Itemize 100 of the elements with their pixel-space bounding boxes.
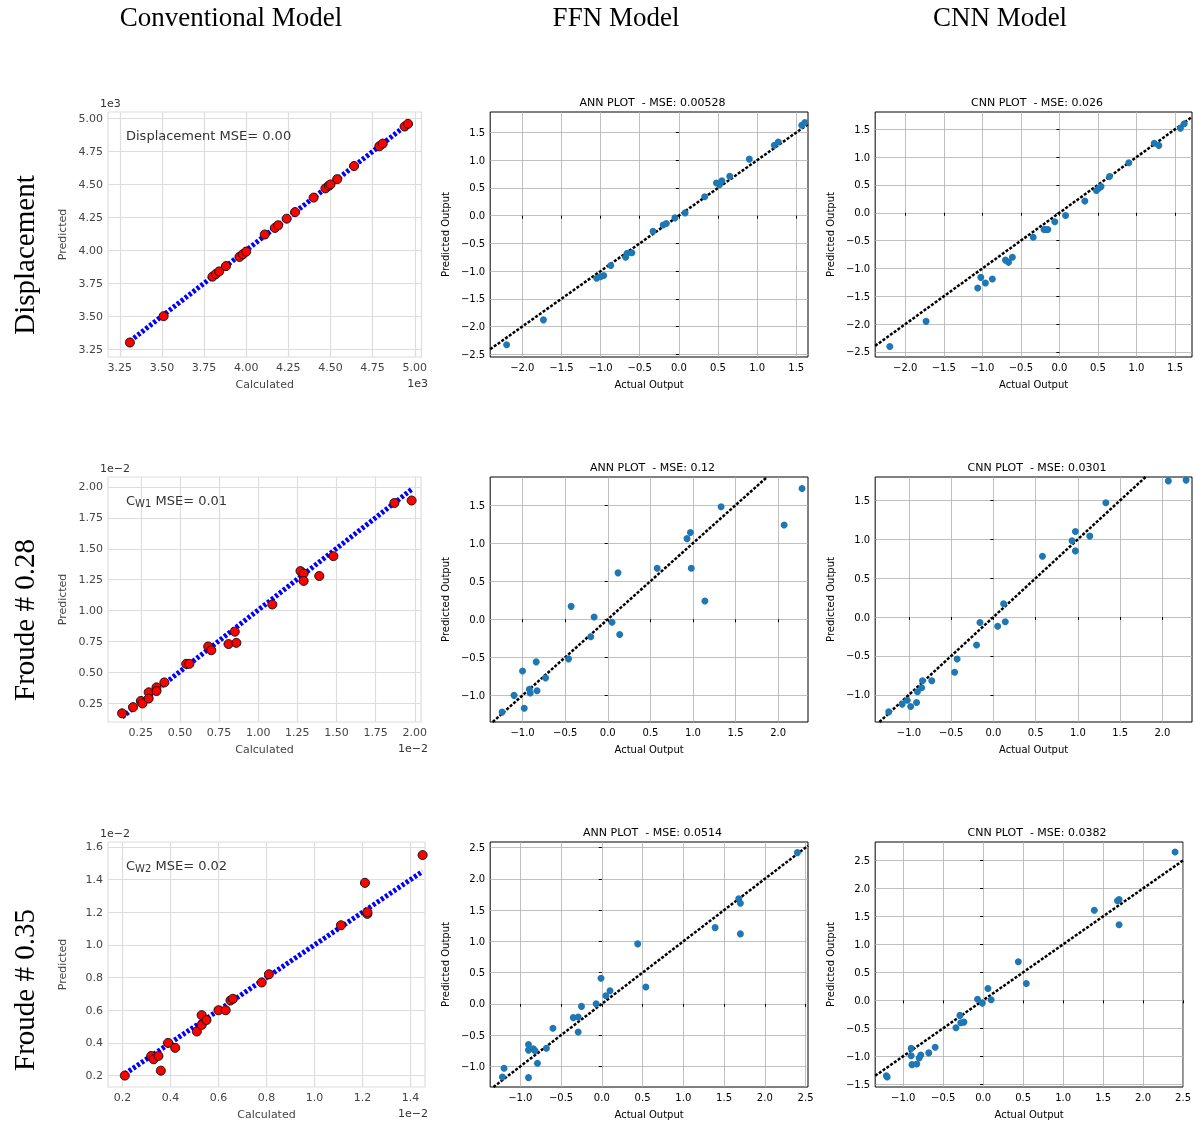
- x-tick-label: 2.0: [1154, 726, 1171, 738]
- y-tick-label: 1.00: [78, 604, 103, 618]
- x-tick-label: −1.5: [549, 361, 574, 373]
- x-axis-title: Actual Output: [994, 1108, 1064, 1120]
- y-axis-title: Predicted Output: [439, 556, 451, 642]
- x-tick-label: 2.0: [756, 1091, 773, 1103]
- y-tick-label: 0.25: [78, 696, 103, 710]
- x-tick-label: 2.5: [797, 1091, 814, 1103]
- chart-title: CNN PLOT - MSE: 0.0301: [967, 461, 1107, 474]
- x-tick-label: 1.75: [363, 726, 388, 739]
- y-tick-label: −2.5: [460, 348, 486, 360]
- x-tick-label: 0.0: [985, 726, 1002, 738]
- y-axis-title: Predicted Output: [439, 921, 451, 1007]
- y-tick-label: −1.0: [460, 689, 486, 701]
- y-tick-label: 0.75: [78, 635, 103, 649]
- y-tick-label: −1.5: [460, 293, 486, 305]
- y-tick-label: 1.5: [854, 123, 871, 135]
- x-tick-label: −0.5: [1008, 361, 1034, 373]
- y-tick-label: 1.25: [78, 573, 103, 587]
- y-tick-label: 0.0: [854, 994, 871, 1006]
- y-tick-label: 1.75: [78, 511, 103, 525]
- y-tick-label: 1.2: [85, 905, 103, 919]
- y-axis-title: Predicted: [55, 208, 69, 261]
- y-axis-title: Predicted Output: [439, 191, 451, 277]
- x-tick-label: 1.00: [246, 726, 271, 739]
- text: 1e−2: [398, 1106, 428, 1120]
- y-axis-title: Predicted Output: [824, 921, 836, 1007]
- y-tick-label: −1.0: [460, 1060, 486, 1072]
- y-tick-label: 1.6: [85, 840, 103, 854]
- x-axis-title: Calculated: [235, 378, 294, 391]
- x-tick-label: 4.50: [318, 361, 343, 374]
- y-tick-label: 1.5: [854, 494, 871, 506]
- y-tick-label: −0.5: [845, 235, 871, 247]
- y-tick-label: 0.5: [469, 575, 486, 587]
- x-tick-label: 2.0: [1135, 1091, 1152, 1103]
- x-tick-label: 1.2: [353, 1091, 372, 1104]
- x-tick-label: 0.0: [670, 361, 687, 373]
- x-tick-label: 0.5: [1090, 361, 1106, 373]
- text: 1e−2: [398, 741, 428, 755]
- y-tick-label: 0.0: [469, 210, 486, 222]
- x-tick-label: −1.0: [588, 361, 613, 373]
- x-tick-label: 0.5: [634, 1091, 651, 1103]
- chart-title: ANN PLOT - MSE: 0.12: [590, 461, 715, 474]
- x-tick-label: 1.0: [749, 361, 766, 373]
- x-tick-label: 5.00: [402, 361, 427, 374]
- x-tick-label: 1.5: [1167, 361, 1183, 373]
- x-tick-label: 1.0: [1055, 1091, 1072, 1103]
- y-tick-label: 1.5: [469, 499, 486, 511]
- y-tick-label: 0.6: [85, 1003, 103, 1017]
- x-tick-label: 0.0: [599, 726, 616, 738]
- y-tick-label: 0.8: [85, 971, 103, 985]
- y-tick-label: −0.5: [460, 237, 486, 249]
- y-tick-label: −2.0: [845, 318, 871, 330]
- chart-title: ANN PLOT - MSE: 0.00528: [579, 96, 726, 109]
- y-tick-label: 0.0: [469, 998, 486, 1010]
- x-axis-title: Calculated: [237, 1108, 296, 1121]
- x-tick-label: 1.5: [716, 1091, 733, 1103]
- text: 1e3: [100, 96, 121, 110]
- x-tick-label: 4.25: [276, 361, 301, 374]
- y-tick-label: 0.5: [854, 966, 871, 978]
- x-tick-label: 1.0: [305, 1091, 324, 1104]
- x-tick-label: 1.0: [1069, 726, 1086, 738]
- chart-title: CNN PLOT - MSE: 0.0382: [967, 826, 1107, 839]
- y-tick-label: −2.0: [460, 321, 486, 333]
- text: 1e−2: [100, 826, 130, 840]
- y-tick-label: 3.25: [78, 342, 103, 356]
- y-axis-title: Predicted Output: [824, 556, 836, 642]
- x-tick-label: 0.75: [206, 726, 232, 739]
- x-tick-label: 4.75: [360, 361, 385, 374]
- x-tick-label: 0.50: [167, 726, 193, 739]
- x-tick-label: −0.5: [939, 726, 964, 738]
- y-tick-label: 2.0: [469, 873, 486, 885]
- y-tick-label: 2.0: [854, 882, 871, 894]
- y-tick-label: 3.50: [78, 309, 103, 323]
- text: CNN Model: [932, 2, 1068, 33]
- annotation: Displacement MSE= 0.00: [126, 127, 292, 143]
- y-tick-label: −0.5: [460, 1029, 486, 1041]
- x-tick-label: 1.5: [1112, 726, 1129, 738]
- x-tick-label: 1.5: [788, 361, 805, 373]
- y-tick-label: 1.0: [854, 938, 871, 950]
- x-tick-label: 2.5: [1175, 1091, 1191, 1103]
- x-tick-label: −1.0: [896, 726, 922, 738]
- y-tick-label: −1.5: [845, 290, 871, 302]
- y-tick-label: 1.4: [85, 873, 103, 887]
- y-tick-label: 1.5: [854, 910, 871, 922]
- y-tick-label: −1.5: [845, 1078, 871, 1090]
- y-tick-label: −1.0: [845, 689, 871, 701]
- y-tick-label: −0.5: [460, 651, 486, 663]
- x-tick-label: 0.8: [257, 1091, 276, 1104]
- y-tick-label: −2.5: [845, 346, 871, 358]
- x-tick-label: 3.50: [149, 361, 175, 374]
- y-tick-label: 1.0: [469, 537, 486, 549]
- x-tick-label: 2.0: [770, 726, 787, 738]
- x-tick-label: −0.5: [548, 1091, 574, 1103]
- y-tick-label: 5.00: [78, 112, 103, 126]
- y-tick-label: 4.75: [78, 145, 103, 159]
- x-axis-title: Actual Output: [998, 743, 1069, 755]
- text: Displacement: [7, 175, 41, 335]
- y-tick-label: 1.5: [469, 904, 486, 916]
- y-tick-label: −1.0: [845, 1050, 871, 1062]
